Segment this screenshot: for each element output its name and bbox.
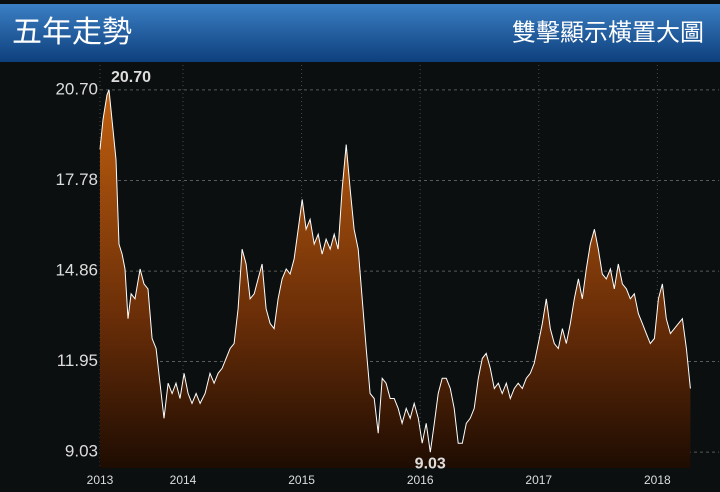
header-title: 五年走勢 — [12, 16, 132, 49]
y-tick-label: 11.95 — [57, 351, 98, 370]
x-tick-label: 2015 — [288, 473, 315, 487]
x-tick-label: 2013 — [87, 473, 114, 487]
y-tick-label: 14.86 — [55, 261, 98, 280]
x-tick-label: 2018 — [644, 473, 671, 487]
area — [100, 89, 691, 469]
x-tick-label: 2016 — [407, 473, 434, 487]
header-bar — [0, 4, 720, 62]
y-tick-label: 17.78 — [55, 170, 98, 189]
x-tick-label: 2014 — [170, 473, 197, 487]
y-tick-label: 9.03 — [65, 442, 98, 461]
y-tick-label: 20.70 — [55, 79, 98, 98]
x-tick-label: 2017 — [525, 473, 552, 487]
annotation: 20.70 — [111, 69, 151, 86]
header-action[interactable]: 雙擊顯示橫置大圖 — [512, 19, 704, 46]
annotation: 9.03 — [415, 455, 446, 472]
line — [99, 89, 691, 453]
